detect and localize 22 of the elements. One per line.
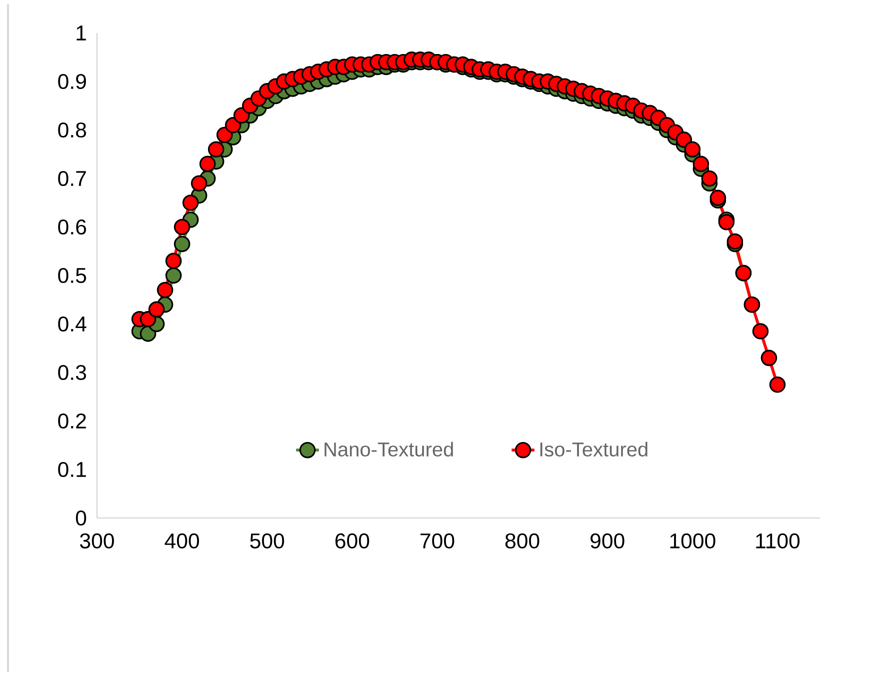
y-tick-label: 0.7 [58,170,86,186]
x-tick-label: 900 [590,533,624,548]
x-tick-label: 700 [420,533,454,548]
y-tick-label: 0.6 [58,219,86,235]
y-tick-label: 0.4 [58,316,86,332]
legend-label: Iso-Textured [540,442,648,457]
y-tick-label: 1 [76,26,86,40]
legend-label: Nano-Textured [324,442,453,457]
y-tick-label: 0.9 [58,74,86,90]
y-tick-label: 0.8 [58,122,86,138]
x-tick-label: 300 [80,533,114,548]
x-tick-label: 400 [164,533,200,548]
y-tick-label: 0.1 [58,462,86,478]
x-tick-label: 500 [250,533,284,548]
y-tick-label: 0.2 [58,413,86,429]
x-tick-label: 1100 [756,533,800,548]
x-tick-label: 800 [505,533,540,548]
y-tick-label: 0.5 [58,268,86,284]
y-tick-label: 0 [76,510,86,526]
x-tick-label: 1000 [670,533,716,548]
x-tick-label: 600 [335,533,370,548]
y-tick-label: 0.3 [58,364,86,380]
